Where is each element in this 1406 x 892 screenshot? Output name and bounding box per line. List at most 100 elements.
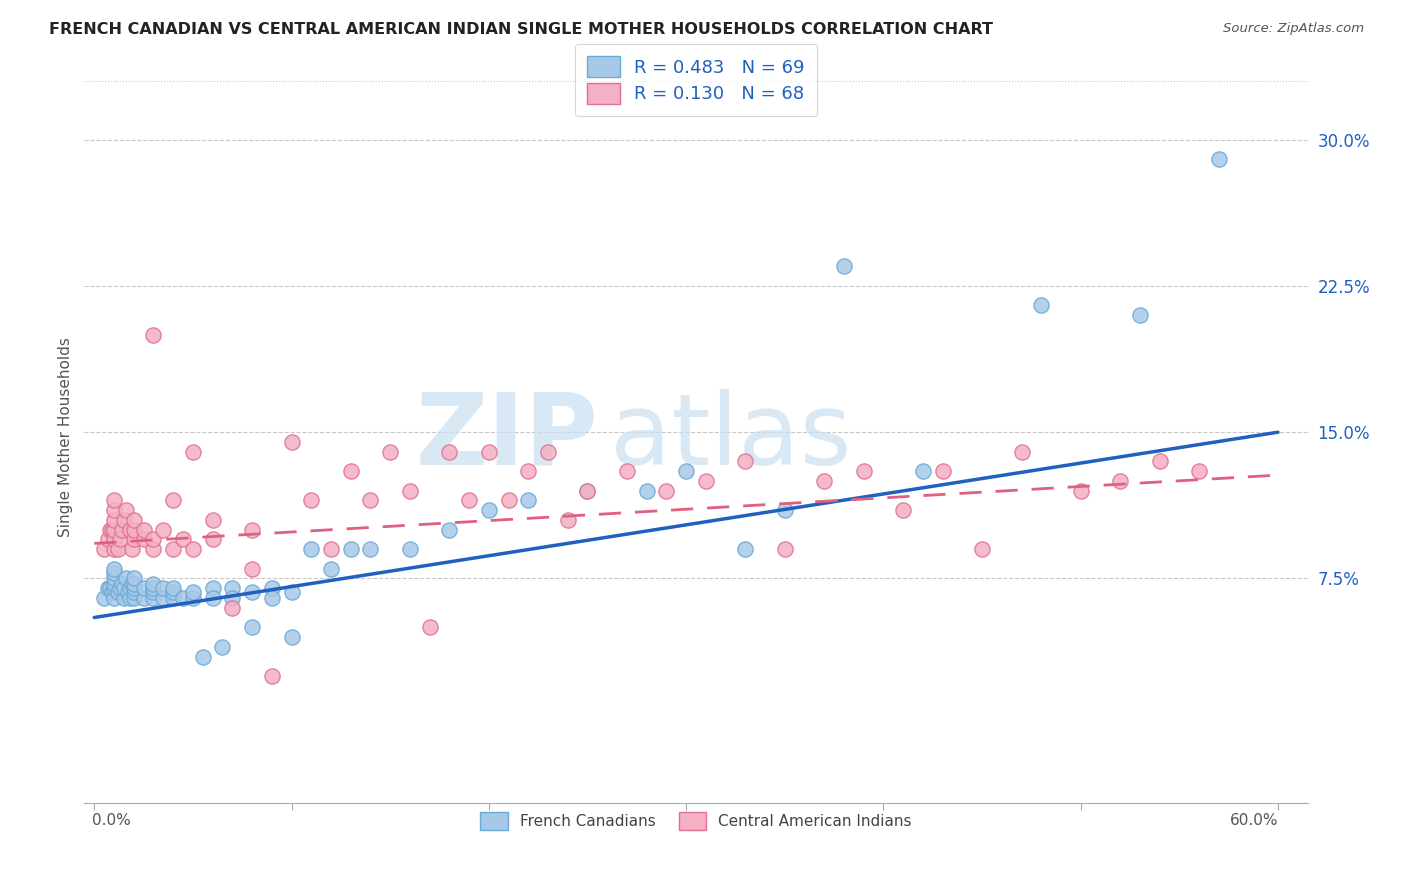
Point xyxy=(152,581,174,595)
Point xyxy=(122,533,145,547)
Point xyxy=(142,577,165,591)
Point xyxy=(399,542,422,557)
Point xyxy=(734,542,756,557)
Point xyxy=(439,523,461,537)
Point xyxy=(221,591,243,605)
Point xyxy=(112,591,135,605)
Point xyxy=(162,493,184,508)
Point xyxy=(103,577,125,591)
Point xyxy=(101,523,124,537)
Point xyxy=(260,591,283,605)
Point xyxy=(181,444,204,458)
Point xyxy=(557,513,579,527)
Point xyxy=(111,523,134,537)
Point xyxy=(221,600,243,615)
Point xyxy=(339,464,361,478)
Point xyxy=(260,581,283,595)
Point xyxy=(576,483,599,498)
Point xyxy=(1208,152,1230,166)
Point xyxy=(162,581,184,595)
Point xyxy=(319,562,342,576)
Point xyxy=(280,585,302,599)
Point xyxy=(319,542,342,557)
Point xyxy=(103,542,125,557)
Point xyxy=(103,572,125,586)
Point xyxy=(181,542,204,557)
Point xyxy=(118,581,141,595)
Point xyxy=(121,542,143,557)
Point xyxy=(181,585,204,599)
Point xyxy=(122,513,145,527)
Point xyxy=(122,585,145,599)
Point xyxy=(103,591,125,605)
Point xyxy=(359,542,381,557)
Point xyxy=(103,566,125,580)
Point xyxy=(117,585,139,599)
Point xyxy=(1129,308,1152,322)
Point xyxy=(142,591,165,605)
Point xyxy=(498,493,520,508)
Point xyxy=(121,577,143,591)
Point xyxy=(118,591,141,605)
Point xyxy=(852,464,875,478)
Point xyxy=(832,260,855,274)
Point xyxy=(399,483,422,498)
Point xyxy=(132,591,155,605)
Point xyxy=(240,562,263,576)
Point xyxy=(478,444,501,458)
Point xyxy=(181,591,204,605)
Point xyxy=(1011,444,1033,458)
Point xyxy=(576,483,599,498)
Point xyxy=(734,454,756,468)
Point xyxy=(201,591,224,605)
Point xyxy=(280,630,302,644)
Point xyxy=(122,591,145,605)
Point xyxy=(891,503,914,517)
Point xyxy=(93,591,115,605)
Point xyxy=(280,434,302,449)
Point xyxy=(162,591,184,605)
Point xyxy=(103,562,125,576)
Point xyxy=(142,581,165,595)
Point xyxy=(260,669,283,683)
Text: Source: ZipAtlas.com: Source: ZipAtlas.com xyxy=(1223,22,1364,36)
Point xyxy=(103,513,125,527)
Point xyxy=(537,444,560,458)
Point xyxy=(172,591,194,605)
Point xyxy=(813,474,835,488)
Point xyxy=(359,493,381,508)
Point xyxy=(616,464,638,478)
Point xyxy=(439,444,461,458)
Point xyxy=(517,493,540,508)
Point xyxy=(517,464,540,478)
Point xyxy=(172,533,194,547)
Point xyxy=(112,581,135,595)
Point xyxy=(107,542,129,557)
Text: 0.0%: 0.0% xyxy=(93,813,131,828)
Point xyxy=(122,581,145,595)
Point xyxy=(112,513,135,527)
Point xyxy=(122,577,145,591)
Point xyxy=(103,493,125,508)
Point xyxy=(132,533,155,547)
Point xyxy=(98,523,121,537)
Point xyxy=(93,542,115,557)
Point xyxy=(98,581,121,595)
Point xyxy=(103,523,125,537)
Point xyxy=(101,585,124,599)
Point xyxy=(108,533,131,547)
Point xyxy=(970,542,993,557)
Point xyxy=(655,483,678,498)
Point xyxy=(191,649,214,664)
Point xyxy=(299,542,322,557)
Point xyxy=(152,523,174,537)
Point xyxy=(97,581,120,595)
Point xyxy=(211,640,233,654)
Point xyxy=(240,620,263,634)
Point xyxy=(97,533,120,547)
Text: atlas: atlas xyxy=(610,389,852,485)
Point xyxy=(118,523,141,537)
Point xyxy=(339,542,361,557)
Point xyxy=(103,503,125,517)
Point xyxy=(107,585,129,599)
